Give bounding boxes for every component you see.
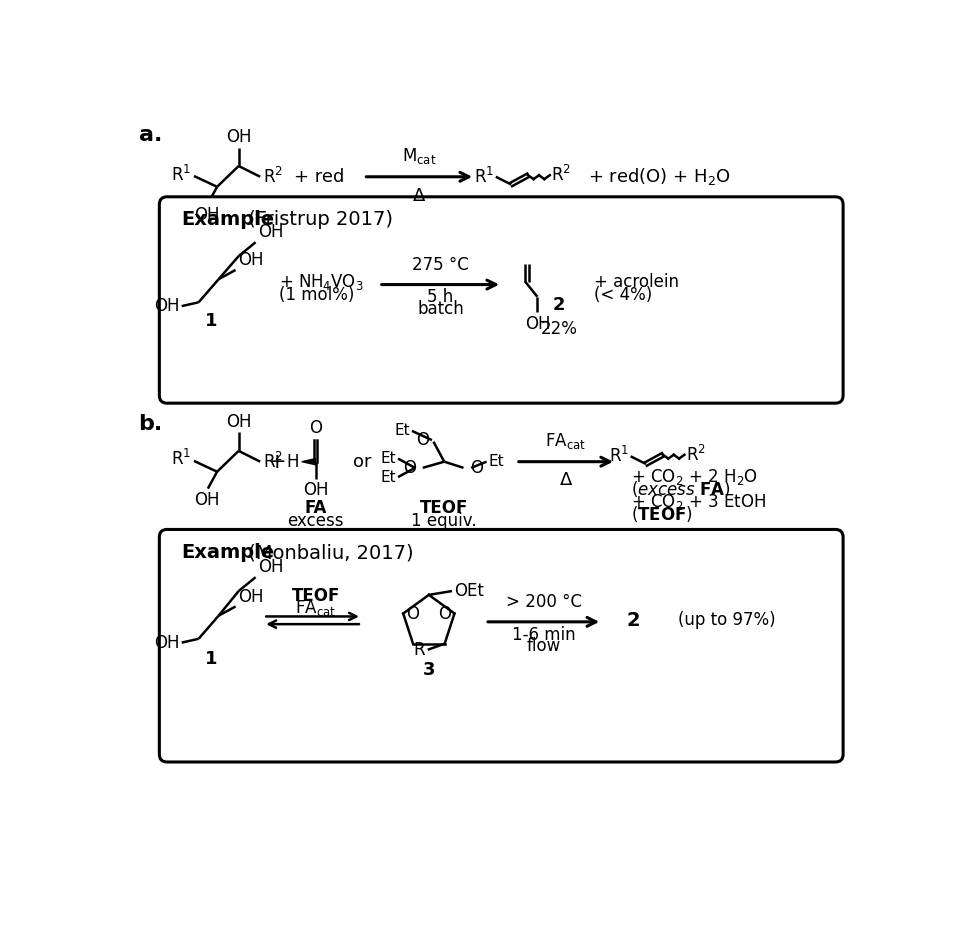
Text: OH: OH [303, 481, 328, 499]
Text: R$^2$: R$^2$ [551, 165, 571, 186]
Text: O: O [404, 459, 416, 477]
Text: Et: Et [488, 455, 503, 469]
Text: batch: batch [416, 300, 463, 318]
Text: excess: excess [287, 511, 344, 529]
Text: 22%: 22% [540, 320, 576, 338]
Text: (​$\it{excess}$ ​$\bf{FA}$): (​$\it{excess}$ ​$\bf{FA}$) [631, 479, 731, 499]
Text: + NH$_4$VO$_3$: + NH$_4$VO$_3$ [278, 272, 363, 292]
Text: 1: 1 [204, 651, 217, 669]
Text: + red: + red [294, 168, 344, 186]
Text: R$^1$: R$^1$ [474, 167, 493, 187]
Text: TEOF: TEOF [420, 499, 468, 517]
Text: Δ: Δ [412, 187, 425, 205]
Text: O: O [438, 604, 451, 622]
Text: FA$_\mathrm{cat}$: FA$_\mathrm{cat}$ [295, 598, 336, 618]
Text: R$^2$: R$^2$ [263, 452, 283, 472]
Text: OH: OH [237, 251, 263, 269]
Text: R: R [413, 641, 425, 659]
Text: 1 equiv.: 1 equiv. [411, 511, 477, 529]
FancyBboxPatch shape [159, 529, 842, 762]
Text: or: or [353, 453, 370, 471]
Text: (Fristrup 2017): (Fristrup 2017) [241, 210, 393, 229]
Text: 2: 2 [552, 295, 565, 313]
Text: OH: OH [258, 558, 283, 576]
Text: O: O [309, 419, 321, 437]
Text: OH: OH [153, 634, 179, 652]
Text: R$^1$: R$^1$ [171, 165, 191, 185]
Text: O: O [469, 459, 483, 477]
Text: +: + [268, 452, 286, 472]
Text: + CO$_2$ + 3 EtOH: + CO$_2$ + 3 EtOH [631, 491, 766, 511]
Text: OH: OH [226, 413, 251, 431]
Text: R$^2$: R$^2$ [263, 167, 283, 187]
Text: 1-6 min: 1-6 min [511, 626, 574, 644]
Text: M$_\mathrm{cat}$: M$_\mathrm{cat}$ [402, 146, 436, 166]
Text: O: O [415, 431, 428, 449]
Text: OH: OH [524, 314, 550, 332]
Text: FA: FA [304, 499, 326, 517]
Text: Δ: Δ [559, 471, 572, 489]
Text: Example: Example [181, 210, 274, 229]
Text: 1: 1 [204, 312, 217, 330]
Text: (1 mol%): (1 mol%) [278, 286, 354, 304]
Text: OH: OH [153, 297, 179, 315]
Text: FA$_\mathrm{cat}$: FA$_\mathrm{cat}$ [545, 431, 586, 451]
FancyBboxPatch shape [159, 197, 842, 403]
Text: OH: OH [194, 491, 220, 509]
Text: (Monbaliu, 2017): (Monbaliu, 2017) [241, 543, 413, 562]
Text: Et: Et [395, 423, 410, 438]
Text: 2: 2 [625, 611, 639, 630]
Text: > 200 °C: > 200 °C [505, 593, 581, 611]
Text: 275 °C: 275 °C [411, 256, 468, 274]
Text: Et: Et [380, 470, 396, 485]
Text: 3: 3 [422, 661, 435, 679]
Text: flow: flow [526, 637, 560, 655]
Text: H: H [286, 453, 298, 471]
Text: OH: OH [258, 223, 283, 241]
Text: + CO$_2$ + 2 H$_2$O: + CO$_2$ + 2 H$_2$O [631, 467, 757, 487]
Text: R$^2$: R$^2$ [685, 445, 705, 465]
Text: Example: Example [181, 543, 274, 562]
Polygon shape [302, 458, 316, 465]
Text: + red(O) + H$_2$O: + red(O) + H$_2$O [587, 167, 730, 188]
Text: a.: a. [139, 125, 162, 145]
Text: b.: b. [139, 414, 162, 434]
Text: R$^1$: R$^1$ [609, 446, 628, 466]
Text: + acrolein: + acrolein [594, 273, 679, 291]
Text: 5 h: 5 h [427, 289, 453, 307]
Text: (< 4%): (< 4%) [594, 286, 652, 304]
Text: OH: OH [237, 588, 263, 606]
Text: OEt: OEt [453, 582, 484, 600]
Text: OH: OH [194, 206, 220, 224]
Text: R$^1$: R$^1$ [171, 449, 191, 470]
Text: ($\bf{TEOF}$): ($\bf{TEOF}$) [631, 504, 693, 524]
Text: (up to 97%): (up to 97%) [677, 612, 775, 630]
Text: OH: OH [226, 128, 251, 146]
Text: O: O [405, 604, 419, 622]
Text: TEOF: TEOF [291, 587, 339, 605]
Text: Et: Et [380, 451, 396, 466]
